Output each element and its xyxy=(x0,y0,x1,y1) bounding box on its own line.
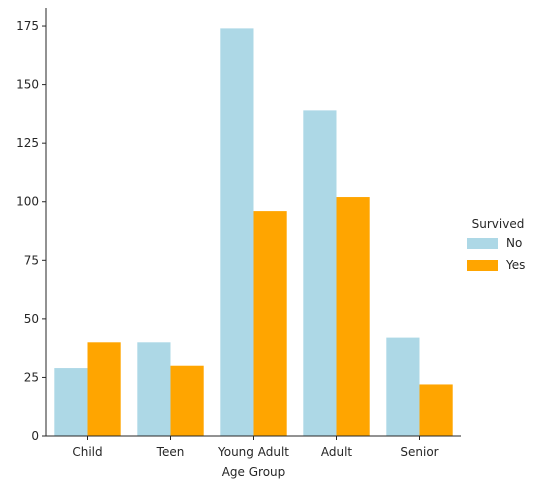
x-axis: Child Teen Young Adult Adult Senior xyxy=(46,435,461,459)
y-tick-label: 50 xyxy=(24,312,39,326)
bar-senior-yes xyxy=(419,384,453,436)
x-tick-label: Teen xyxy=(156,445,185,459)
x-tick-label: Senior xyxy=(400,445,438,459)
bar-senior-no xyxy=(386,337,420,436)
bar-child-no xyxy=(54,368,88,436)
x-axis-title: Age Group xyxy=(222,465,286,479)
y-tick-label: 75 xyxy=(24,253,39,267)
y-tick-label: 25 xyxy=(24,370,39,384)
y-tick-label: 175 xyxy=(16,19,39,33)
bar-child-yes xyxy=(87,342,121,436)
bar-young-adult-no xyxy=(220,28,254,437)
y-tick-label: 100 xyxy=(16,195,39,209)
bar-teen-yes xyxy=(170,365,204,436)
x-tick-label: Adult xyxy=(321,445,353,459)
legend-title: Survived xyxy=(472,217,525,231)
bar-young-adult-yes xyxy=(253,211,287,436)
x-tick-label: Child xyxy=(72,445,102,459)
legend: Survived No Yes xyxy=(467,217,525,272)
legend-label-no: No xyxy=(506,236,522,250)
legend-label-yes: Yes xyxy=(505,258,525,272)
bar-adult-yes xyxy=(336,197,370,436)
bars-layer xyxy=(54,28,453,437)
y-tick-label: 125 xyxy=(16,136,39,150)
x-tick-label: Young Adult xyxy=(217,445,289,459)
y-tick-label: 0 xyxy=(31,429,39,443)
y-tick-label: 150 xyxy=(16,78,39,92)
bar-teen-no xyxy=(137,342,171,436)
bar-adult-no xyxy=(303,110,337,436)
legend-items: No Yes xyxy=(467,236,525,272)
y-axis: 0 25 50 75 100 125 150 175 xyxy=(16,8,47,443)
legend-swatch-yes xyxy=(467,260,498,271)
legend-swatch-no xyxy=(467,238,498,249)
